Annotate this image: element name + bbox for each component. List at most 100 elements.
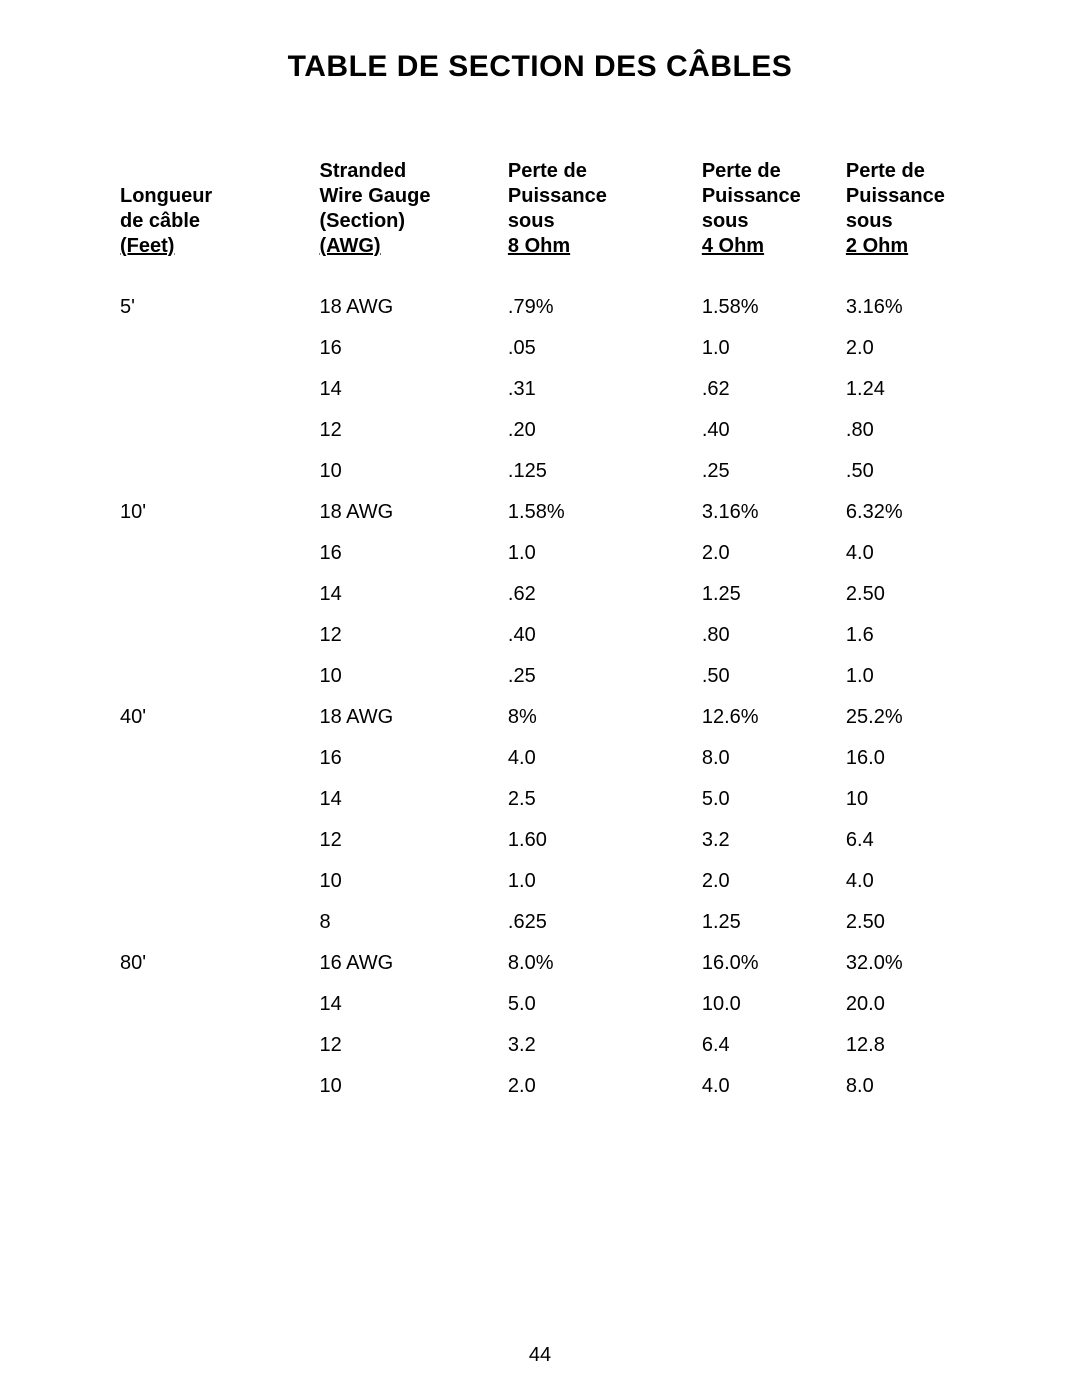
table-cell: 6.4 xyxy=(702,1025,846,1066)
table-cell: 14 xyxy=(319,574,507,615)
table-cell: 4.0 xyxy=(508,738,702,779)
table-row: 102.04.08.0 xyxy=(120,1066,990,1107)
table-cell xyxy=(120,574,319,615)
table-row: 16.051.02.0 xyxy=(120,328,990,369)
table-cell: 5' xyxy=(120,287,319,328)
table-cell xyxy=(120,615,319,656)
table-cell: 10 xyxy=(846,779,990,820)
table-cell: .50 xyxy=(702,656,846,697)
table-cell: 16.0% xyxy=(702,943,846,984)
table-cell: 3.2 xyxy=(702,820,846,861)
table-cell: 14 xyxy=(319,984,507,1025)
table-cell: 1.58% xyxy=(508,492,702,533)
col-header-gauge: Stranded Wire Gauge (Section) (AWG) xyxy=(319,159,507,287)
table-cell: 1.0 xyxy=(702,328,846,369)
table-row: 123.26.412.8 xyxy=(120,1025,990,1066)
table-row: 8.6251.252.50 xyxy=(120,902,990,943)
table-cell xyxy=(120,369,319,410)
table-cell: 18 AWG xyxy=(319,492,507,533)
table-cell: 16.0 xyxy=(846,738,990,779)
table-cell: 8.0% xyxy=(508,943,702,984)
table-cell: 12 xyxy=(319,615,507,656)
table-cell: 10 xyxy=(319,656,507,697)
table-cell: 2.50 xyxy=(846,902,990,943)
col-header-8ohm: Perte de Puissance sous 8 Ohm xyxy=(508,159,702,287)
table-cell: 1.24 xyxy=(846,369,990,410)
table-cell: 1.25 xyxy=(702,574,846,615)
table-cell: 1.0 xyxy=(846,656,990,697)
table-cell: .50 xyxy=(846,451,990,492)
col-header-text: 8 Ohm xyxy=(508,235,570,257)
table-cell: 5.0 xyxy=(508,984,702,1025)
table-cell: 3.16% xyxy=(846,287,990,328)
table-cell: 20.0 xyxy=(846,984,990,1025)
table-cell xyxy=(120,984,319,1025)
table-row: 10'18 AWG1.58%3.16%6.32% xyxy=(120,492,990,533)
table-cell: 6.32% xyxy=(846,492,990,533)
table-cell: .20 xyxy=(508,410,702,451)
table-cell: 4.0 xyxy=(846,861,990,902)
table-row: 164.08.016.0 xyxy=(120,738,990,779)
table-cell: 1.58% xyxy=(702,287,846,328)
table-row: 145.010.020.0 xyxy=(120,984,990,1025)
table-cell: 16 xyxy=(319,533,507,574)
table-cell: 1.60 xyxy=(508,820,702,861)
table-cell: 10 xyxy=(319,1066,507,1107)
table-cell xyxy=(120,861,319,902)
table-row: 12.20.40.80 xyxy=(120,410,990,451)
col-header-4ohm: Perte de Puissance sous 4 Ohm xyxy=(702,159,846,287)
col-header-text: 2 Ohm xyxy=(846,235,908,257)
table-cell xyxy=(120,779,319,820)
table-cell: 6.4 xyxy=(846,820,990,861)
table-cell: 8 xyxy=(319,902,507,943)
table-cell: 3.16% xyxy=(702,492,846,533)
table-cell: 14 xyxy=(319,779,507,820)
table-cell: 18 AWG xyxy=(319,697,507,738)
table-row: 10.125.25.50 xyxy=(120,451,990,492)
table-cell: 2.5 xyxy=(508,779,702,820)
cable-section-table: Longueur de câble (Feet) Stranded Wire G… xyxy=(120,159,990,1107)
table-cell: .40 xyxy=(702,410,846,451)
col-header-2ohm: Perte de Puissance sous 2 Ohm xyxy=(846,159,990,287)
table-cell: 4.0 xyxy=(702,1066,846,1107)
table-container: Longueur de câble (Feet) Stranded Wire G… xyxy=(120,159,990,1107)
table-cell: .40 xyxy=(508,615,702,656)
table-cell: 1.25 xyxy=(702,902,846,943)
table-cell: 80' xyxy=(120,943,319,984)
table-cell: 2.0 xyxy=(702,533,846,574)
table-cell: 12 xyxy=(319,820,507,861)
col-header-text: 4 Ohm xyxy=(702,235,764,257)
table-header-row: Longueur de câble (Feet) Stranded Wire G… xyxy=(120,159,990,287)
col-header-text: (Feet) xyxy=(120,235,174,257)
table-row: 14.621.252.50 xyxy=(120,574,990,615)
table-cell: 12 xyxy=(319,410,507,451)
table-cell: 10 xyxy=(319,451,507,492)
table-cell: 8.0 xyxy=(702,738,846,779)
table-cell: 2.0 xyxy=(846,328,990,369)
col-header-text: Puissance xyxy=(702,185,801,207)
table-cell xyxy=(120,902,319,943)
table-cell: 12.8 xyxy=(846,1025,990,1066)
table-cell: 25.2% xyxy=(846,697,990,738)
table-cell: 8% xyxy=(508,697,702,738)
table-cell: 16 AWG xyxy=(319,943,507,984)
table-cell: .25 xyxy=(508,656,702,697)
col-header-text: Longueur xyxy=(120,185,212,207)
table-row: 101.02.04.0 xyxy=(120,861,990,902)
table-cell: 16 xyxy=(319,328,507,369)
table-cell xyxy=(120,820,319,861)
table-cell: 10.0 xyxy=(702,984,846,1025)
table-cell: 1.0 xyxy=(508,861,702,902)
table-cell: .62 xyxy=(508,574,702,615)
col-header-text: Stranded xyxy=(319,160,406,182)
table-cell: 1.6 xyxy=(846,615,990,656)
table-cell: 2.0 xyxy=(702,861,846,902)
table-cell: 4.0 xyxy=(846,533,990,574)
table-cell: 5.0 xyxy=(702,779,846,820)
table-cell: .05 xyxy=(508,328,702,369)
table-cell: 10 xyxy=(319,861,507,902)
col-header-text: Perte de xyxy=(508,160,587,182)
table-cell xyxy=(120,738,319,779)
table-cell: 2.50 xyxy=(846,574,990,615)
col-header-text: de câble xyxy=(120,210,200,232)
